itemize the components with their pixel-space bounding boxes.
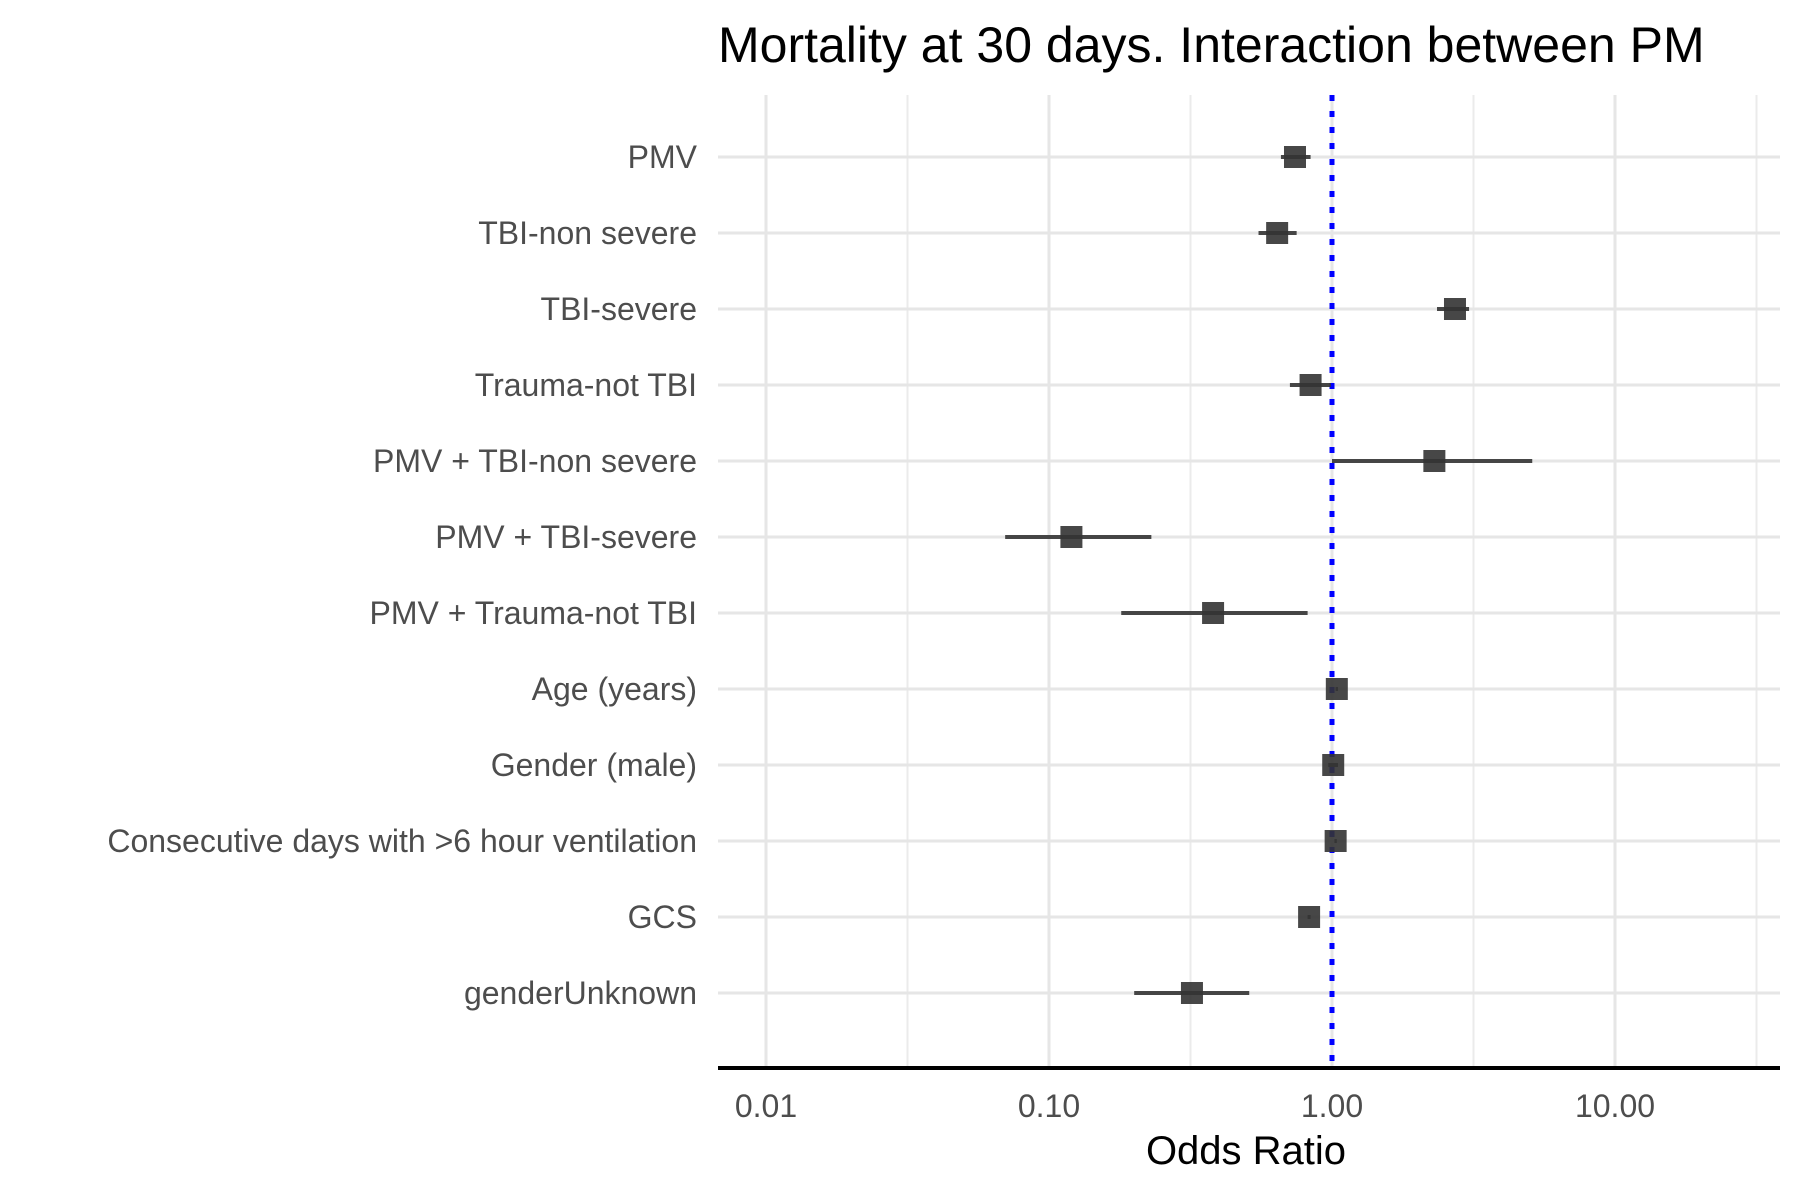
row-label: Gender (male) — [491, 747, 697, 783]
row-label: PMV + TBI-severe — [435, 519, 697, 555]
point-estimate — [1423, 450, 1446, 472]
point-estimate — [1298, 906, 1321, 928]
x-tick-label: 10.00 — [1575, 1088, 1655, 1124]
point-estimate — [1443, 298, 1466, 320]
x-tick-label: 1.00 — [1301, 1088, 1363, 1124]
point-estimate — [1299, 374, 1322, 396]
x-axis-title: Odds Ratio — [1146, 1129, 1346, 1173]
row-label: PMV + TBI-non severe — [373, 443, 697, 479]
point-estimate — [1202, 602, 1225, 624]
point-estimate — [1060, 526, 1083, 548]
point-estimate — [1180, 982, 1203, 1004]
x-tick-label: 0.10 — [1018, 1088, 1080, 1124]
chart-title: Mortality at 30 days. Interaction betwee… — [718, 17, 1705, 73]
point-estimate — [1325, 678, 1348, 700]
grid — [718, 95, 1780, 1068]
row-label: Consecutive days with >6 hour ventilatio… — [107, 823, 697, 859]
x-axis-ticks: 0.01 0.10 1.00 10.00 — [735, 1088, 1655, 1124]
row-label: TBI-non severe — [478, 215, 697, 251]
point-estimate — [1283, 146, 1306, 168]
row-label: PMV + Trauma-not TBI — [369, 595, 697, 631]
row-label: GCS — [628, 899, 697, 935]
y-axis-labels: PMV TBI-non severe TBI-severe Trauma-not TB… — [107, 139, 697, 1011]
marks — [1005, 146, 1533, 1004]
row-label: genderUnknown — [464, 975, 697, 1011]
row-label: Trauma-not TBI — [475, 367, 697, 403]
point-estimate — [1266, 222, 1289, 244]
row-label: PMV — [628, 139, 698, 175]
row-label: Age (years) — [532, 671, 697, 707]
point-estimate — [1322, 754, 1345, 776]
point-estimate — [1324, 830, 1347, 852]
row-label: TBI-severe — [541, 291, 697, 327]
x-tick-label: 0.01 — [735, 1088, 797, 1124]
